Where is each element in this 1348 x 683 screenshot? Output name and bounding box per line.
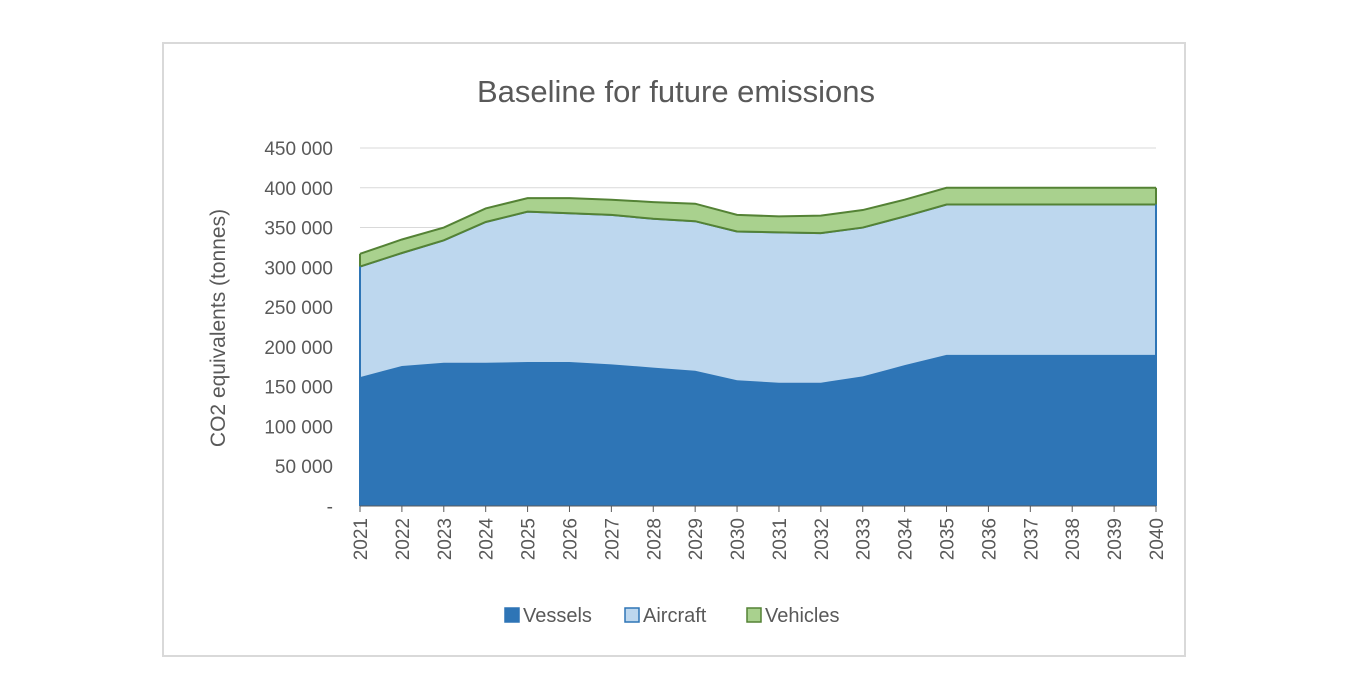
- x-tick-label: 2034: [896, 518, 917, 561]
- x-tick-label: 2035: [938, 518, 959, 560]
- y-tick-label: 50 000: [275, 457, 333, 478]
- x-tick-label: 2030: [728, 518, 749, 560]
- x-tick-label: 2022: [393, 518, 414, 560]
- area-edge-vehicles-bottom: [359, 203, 1156, 268]
- area-vehicles: [360, 187, 1156, 267]
- x-tick-label: 2040: [1147, 518, 1168, 560]
- x-tick-label: 2023: [435, 518, 456, 560]
- x-tick-label: 2033: [854, 518, 875, 560]
- x-tick-label: 2037: [1021, 518, 1042, 560]
- area-edge-vehicles: [359, 186, 1156, 255]
- x-tick-label: 2039: [1105, 518, 1126, 560]
- x-tick-label: 2021: [351, 518, 372, 560]
- y-tick-label: 350 000: [264, 219, 333, 240]
- y-tick-label: -: [327, 497, 333, 518]
- y-tick-label: 150 000: [264, 378, 333, 399]
- y-tick-label: 450 000: [264, 139, 333, 160]
- x-tick-label: 2028: [644, 518, 665, 560]
- x-tick-label: 2038: [1063, 518, 1084, 560]
- y-axis-title: CO2 equivalents (tonnes): [207, 209, 230, 447]
- area-vessels: [360, 354, 1156, 506]
- x-tick-label: 2031: [770, 518, 791, 560]
- x-tick-label: 2025: [519, 518, 540, 560]
- y-tick-label: 400 000: [264, 179, 333, 200]
- area-series: [359, 186, 1157, 506]
- legend-label-vehicles: Vehicles: [765, 605, 840, 627]
- y-tick-label: 300 000: [264, 258, 333, 279]
- legend-swatch-vessels: [504, 607, 520, 623]
- x-tick-label: 2036: [979, 518, 1000, 560]
- y-axis-ticks: - 50 000 100 000 150 000 200 000 250 000 300 0…: [264, 139, 333, 518]
- legend-swatch-vehicles: [746, 607, 762, 623]
- x-tick-label: 2032: [812, 518, 833, 560]
- x-tick-label: 2027: [602, 518, 623, 560]
- y-tick-label: 100 000: [264, 417, 333, 438]
- y-tick-label: 200 000: [264, 338, 333, 359]
- legend-label-vessels: Vessels: [523, 605, 592, 627]
- x-tick-label: 2029: [686, 518, 707, 560]
- chart-title: Baseline for future emissions: [477, 74, 875, 109]
- y-tick-label: 250 000: [264, 298, 333, 319]
- legend-label-aircraft: Aircraft: [643, 605, 707, 627]
- x-tick-label: 2026: [560, 518, 581, 560]
- area-aircraft: [360, 204, 1156, 383]
- legend-swatch-aircraft: [624, 607, 640, 623]
- x-tick-label: 2024: [477, 518, 498, 561]
- x-axis-ticks: 2021 2022 2023 2024 2025 2026 2027 2028 2029 2030…: [351, 505, 1168, 561]
- legend: Vessels Aircraft Vehicles: [504, 605, 840, 627]
